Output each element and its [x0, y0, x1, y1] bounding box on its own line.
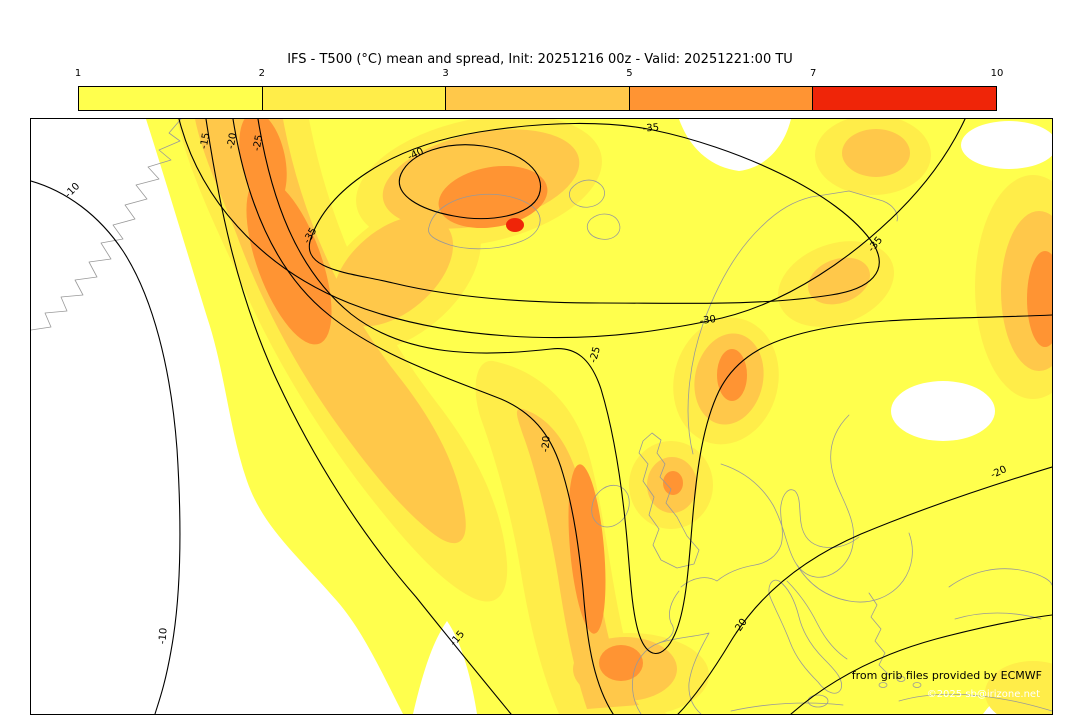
- contour-label: -10: [157, 627, 170, 645]
- spread-region-5-7: [568, 464, 606, 634]
- colorbar-tick-label: 5: [626, 68, 633, 79]
- chart-title: IFS - T500 (°C) mean and spread, Init: 2…: [287, 52, 793, 67]
- colorbar-tick-label: 10: [990, 68, 1004, 79]
- coastline-island-north: [569, 179, 605, 208]
- coastline-north-africa: [730, 702, 844, 712]
- coastline-iceland: [428, 193, 541, 250]
- spread-region-2-3: [985, 661, 1052, 714]
- spread-region-5-7: [1027, 251, 1052, 347]
- spread-region-3-5: [808, 257, 870, 305]
- colorbar-ticks: 1 2 3 5 7 10: [74, 68, 1004, 82]
- spread-cutout-white: [413, 621, 477, 714]
- colorbar-segment: [79, 87, 263, 110]
- map-panel: -10 -15 -20 -25 -35 -40 -35 -35 -30 -25 -20 -20 -20-…: [30, 118, 1053, 715]
- contour-line-minus-15: [205, 119, 512, 714]
- spread-region-3-5: [842, 129, 910, 177]
- coastline-greece: [868, 592, 890, 676]
- coastline-island-north: [587, 213, 621, 240]
- contour-line-minus-35: [308, 122, 880, 304]
- data-source-credit: from grib files provided by ECMWF: [851, 669, 1042, 682]
- spread-cutout-white: [961, 121, 1052, 169]
- coastline-black-sea: [948, 568, 1052, 588]
- coastline-aegean-island: [912, 682, 922, 688]
- colorbar-tick-label: 7: [810, 68, 817, 79]
- contour-line-minus-25: [257, 119, 1052, 654]
- coastline-greenland: [31, 119, 182, 331]
- contour-label: -35: [642, 122, 660, 135]
- coastline-britain: [638, 432, 700, 569]
- contour-line-minus-40: [398, 144, 542, 220]
- colorbar-segment: [813, 87, 996, 110]
- map-canvas: [31, 119, 1052, 714]
- colorbar-tick-label: 1: [74, 68, 82, 79]
- spread-region-5-7: [246, 177, 332, 345]
- coastline-barents: [810, 190, 898, 222]
- colorbar-segment: [262, 87, 447, 110]
- spread-region-5-7: [663, 471, 683, 495]
- spread-region-5-7: [717, 349, 747, 401]
- spread-region-3-5: [332, 215, 454, 327]
- spread-region-5-7: [239, 119, 287, 207]
- contour-label: -20: [540, 435, 553, 453]
- coastline-nw-europe: [680, 489, 860, 588]
- spread-region-7-10: [506, 218, 524, 232]
- colorbar-segment: [629, 87, 814, 110]
- coastline-sicily: [807, 694, 829, 708]
- contour-line-minus-30: [178, 119, 966, 339]
- contour-line-minus-20: [232, 119, 1052, 714]
- colorbar: [78, 86, 997, 111]
- spread-region-5-7: [599, 645, 643, 681]
- coastline-north-africa: [898, 693, 1052, 712]
- contour-line-minus-10: [31, 180, 181, 714]
- coastline-ireland: [591, 485, 630, 528]
- colorbar-tick-label: 3: [442, 68, 449, 79]
- coastline-aegean-island: [878, 682, 888, 688]
- colorbar-tick-label: 2: [258, 68, 265, 79]
- contour-layer: [31, 119, 1052, 714]
- coastline-adriatic: [786, 580, 848, 660]
- coastline-aegean-island: [896, 676, 906, 682]
- coastline-bothnia: [720, 414, 854, 578]
- spread-region-5-7: [438, 165, 548, 229]
- copyright-credit: ©2025 sb@irizone.net: [926, 689, 1040, 700]
- coastline-iberia-med: [658, 632, 710, 714]
- coastline-anatolia: [954, 612, 1042, 620]
- coastline-norway: [687, 196, 812, 455]
- coastline-italy: [768, 579, 843, 694]
- contour-line-minus-15-east: [790, 614, 1052, 714]
- spread-cutout-white: [891, 381, 995, 441]
- coastline-layer: [31, 119, 1052, 714]
- colorbar-segment: [446, 87, 630, 110]
- coastline-baltic: [796, 532, 913, 603]
- spread-cutout-white: [679, 119, 791, 171]
